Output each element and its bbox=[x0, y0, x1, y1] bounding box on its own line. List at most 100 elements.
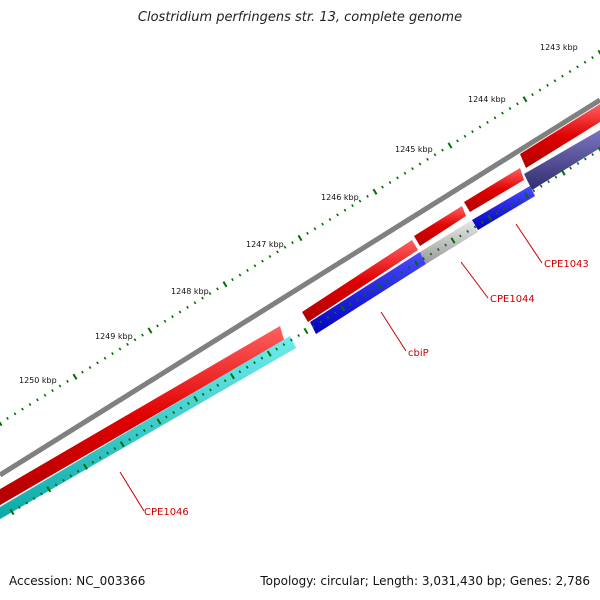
scale-tick bbox=[358, 199, 362, 203]
gene-feature-upstream[interactable] bbox=[524, 130, 600, 190]
scale-tick bbox=[538, 88, 542, 92]
lower-tick bbox=[106, 451, 109, 455]
lower-tick bbox=[569, 166, 572, 170]
lower-tick bbox=[172, 410, 176, 414]
scale-tick bbox=[441, 148, 444, 152]
lower-tick bbox=[326, 315, 330, 319]
scale-tick bbox=[28, 402, 32, 407]
scale-tick bbox=[447, 142, 453, 149]
lower-tick bbox=[216, 383, 220, 387]
gene-label-cpe1044[interactable]: CPE1044 bbox=[490, 294, 535, 305]
scale-tick bbox=[576, 65, 579, 69]
lower-tick bbox=[201, 392, 205, 396]
scale-tick bbox=[126, 342, 129, 346]
scale-tick bbox=[433, 153, 437, 157]
scale-tick bbox=[111, 352, 114, 356]
cds-feature-cbip[interactable] bbox=[302, 240, 418, 322]
scale-tick bbox=[478, 125, 482, 129]
lower-tick bbox=[422, 257, 425, 261]
lower-tick bbox=[340, 305, 346, 312]
lower-tick bbox=[532, 189, 536, 193]
lower-tick bbox=[260, 356, 264, 360]
scale-tick bbox=[561, 74, 564, 78]
gene-feature-cbip[interactable] bbox=[310, 252, 426, 334]
lower-tick bbox=[62, 478, 65, 482]
gene-label-cpe1043[interactable]: CPE1043 bbox=[544, 259, 589, 270]
gene-label-cpe1046[interactable]: CPE1046 bbox=[144, 507, 189, 518]
lower-tick bbox=[444, 243, 447, 247]
lower-tick bbox=[245, 365, 249, 369]
lower-tick bbox=[25, 501, 29, 505]
lower-tick bbox=[348, 302, 352, 306]
lower-tick bbox=[54, 483, 58, 487]
lower-tick bbox=[370, 288, 374, 292]
lower-tick bbox=[510, 202, 514, 206]
scale-tick bbox=[186, 305, 189, 309]
scale-tick bbox=[336, 213, 339, 217]
lower-tick bbox=[266, 350, 272, 357]
callout-line-cpe1046 bbox=[119, 471, 145, 512]
lower-tick bbox=[18, 505, 21, 509]
cds-feature-cpe1043[interactable] bbox=[464, 168, 524, 212]
lower-tick bbox=[385, 279, 389, 283]
scale-tick bbox=[568, 69, 572, 74]
scale-tick bbox=[36, 398, 39, 402]
gene-label-cbip[interactable]: cbiP bbox=[408, 348, 429, 359]
lower-tick bbox=[98, 456, 102, 460]
scale-tick bbox=[58, 384, 62, 388]
lower-tick bbox=[473, 225, 477, 229]
scale-tick bbox=[216, 287, 219, 291]
scale-tick bbox=[366, 194, 369, 198]
lower-tick bbox=[230, 373, 235, 380]
lower-tick bbox=[334, 311, 337, 315]
gene-feature-cpe1044[interactable] bbox=[420, 220, 478, 264]
lower-tick bbox=[289, 338, 293, 342]
lower-tick bbox=[91, 460, 95, 464]
scale-tick bbox=[66, 379, 69, 383]
lower-tick bbox=[69, 474, 73, 478]
lower-tick bbox=[135, 433, 139, 437]
scale-tick bbox=[403, 171, 407, 175]
scale-tick bbox=[43, 393, 47, 397]
scale-tick bbox=[313, 227, 317, 231]
scale-label-1247: 1247 kbp bbox=[246, 240, 284, 249]
lower-tick bbox=[193, 395, 199, 402]
lower-tick bbox=[591, 153, 594, 157]
scale-tick bbox=[51, 389, 54, 393]
scale-tick bbox=[21, 407, 24, 411]
genome-summary-text: Topology: circular; Length: 3,031,430 bp… bbox=[260, 574, 590, 588]
lower-tick bbox=[275, 347, 278, 351]
lower-tick bbox=[223, 379, 227, 383]
scale-tick bbox=[388, 180, 392, 185]
lower-tick bbox=[253, 361, 256, 365]
gene-feature-cpe1046[interactable] bbox=[0, 336, 296, 522]
lower-tick bbox=[319, 320, 323, 324]
scale-tick bbox=[208, 291, 212, 296]
lower-tick bbox=[450, 237, 456, 244]
map-title: Clostridium perfringens str. 13, complet… bbox=[137, 10, 463, 25]
lower-tick bbox=[32, 496, 36, 500]
scale-tick bbox=[351, 204, 354, 208]
lower-tick bbox=[150, 424, 153, 428]
lower-tick bbox=[377, 282, 382, 289]
cds-feature-cpe1044[interactable] bbox=[414, 206, 466, 246]
lower-tick bbox=[487, 214, 493, 221]
lower-tick bbox=[356, 297, 359, 301]
scale-tick bbox=[297, 234, 303, 242]
scale-label-1244: 1244 kbp bbox=[468, 95, 506, 104]
scale-tick bbox=[411, 167, 414, 171]
cds-feature-cpe1046[interactable] bbox=[0, 326, 284, 508]
scale-tick bbox=[516, 102, 519, 106]
scale-tick bbox=[381, 185, 384, 189]
scale-tick bbox=[118, 347, 122, 351]
lower-tick bbox=[481, 220, 484, 224]
scale-tick bbox=[471, 130, 474, 134]
lower-tick bbox=[576, 162, 580, 166]
cds-feature-upstream[interactable] bbox=[520, 104, 600, 168]
scale-tick bbox=[253, 264, 257, 268]
scale-tick bbox=[583, 60, 587, 64]
scale-tick bbox=[171, 315, 174, 319]
lower-tick bbox=[597, 146, 600, 152]
scale-tick bbox=[147, 327, 153, 334]
lower-tick bbox=[119, 441, 125, 448]
